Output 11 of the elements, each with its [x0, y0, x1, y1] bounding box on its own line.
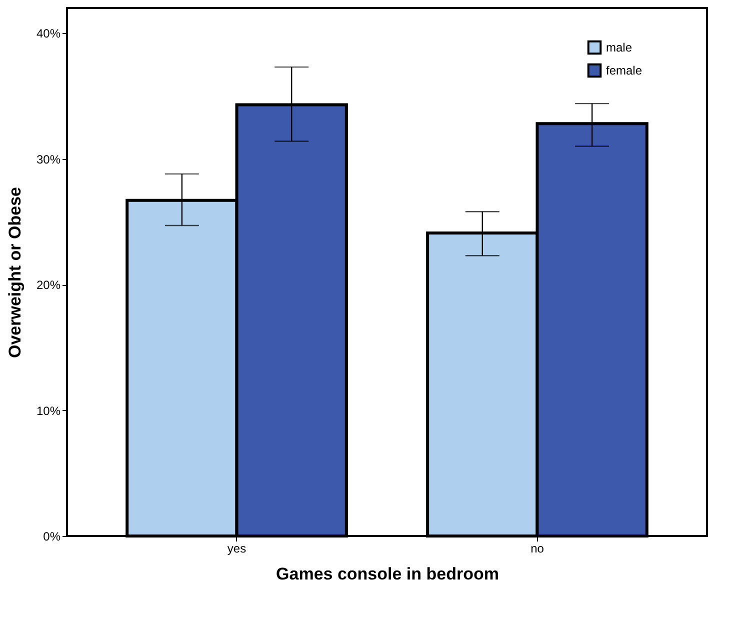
y-axis-title: Overweight or Obese [5, 187, 24, 358]
y-tick-label: 10% [36, 404, 61, 418]
x-tick-label: yes [227, 542, 246, 556]
x-axis-title: Games console in bedroom [276, 564, 499, 584]
legend-label: female [606, 64, 642, 78]
y-tick-label: 30% [36, 152, 61, 166]
y-tick-label: 20% [36, 278, 61, 292]
x-tick-label: no [530, 542, 544, 556]
y-tick-label: 40% [36, 26, 61, 41]
y-tick-label: 0% [43, 530, 61, 544]
legend-label: male [606, 40, 632, 54]
